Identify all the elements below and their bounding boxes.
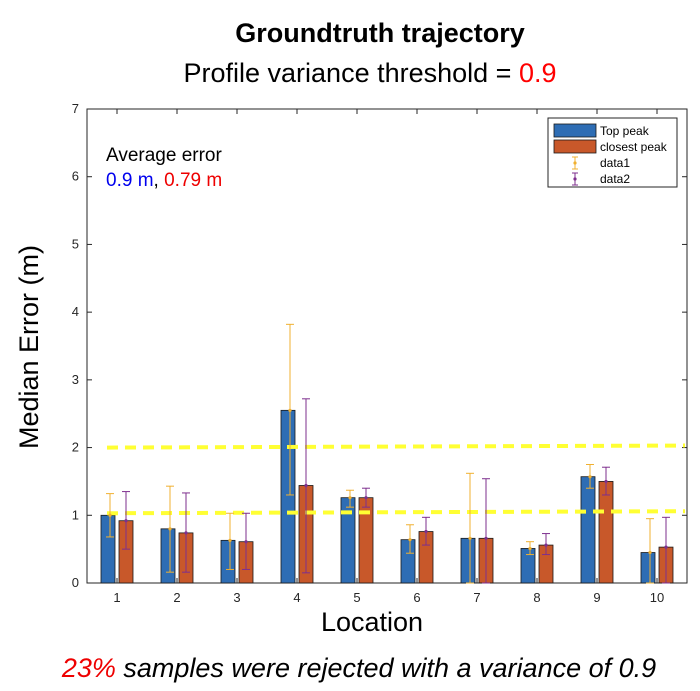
legend-errorbar-point [573,161,577,165]
x-tick-label: 4 [293,590,300,605]
bar [598,481,614,584]
legend-errorbar-point [573,177,577,181]
y-axis-label: Median Error (m) [14,245,44,449]
error-point [648,550,652,555]
subtitle-threshold-value: 0.9 [519,58,557,88]
error-point [484,536,488,540]
legend-label: closest peak [600,140,668,154]
reference-line [106,443,686,450]
plot-area: 0 1 2 3 4 5 6 7 1 2 3 4 5 6 7 8 9 10 Top peak closest peak d… [72,101,688,605]
legend-swatch [553,123,597,138]
bar [640,552,656,584]
average-error-closest-peak: 0.79 m [164,170,222,191]
error-point [604,479,608,484]
bar [280,409,296,584]
error-point [364,496,368,500]
legend-label: data2 [600,172,630,186]
legend-label: Top peak [600,124,650,138]
error-point [288,408,292,412]
bar [520,548,536,584]
bar [460,537,476,584]
x-tick-label: 7 [473,590,480,605]
y-tick-label: 5 [72,236,79,251]
y-tick-label: 6 [72,169,79,184]
x-tick-label: 3 [233,590,240,605]
average-error-top-peak: 0.9 m [106,170,154,191]
legend-label: data1 [600,156,630,170]
bar [580,476,596,584]
chart-subtitle: Profile variance threshold = 0.9 [184,58,557,88]
bar [220,539,236,584]
error-point [184,531,188,535]
x-axis-label: Location [321,607,423,637]
x-tick-label: 6 [413,590,420,605]
bar [160,528,176,584]
x-tick-label: 2 [173,590,180,605]
bar [340,497,356,584]
y-tick-label: 7 [72,101,79,116]
x-tick-label: 8 [533,590,540,605]
average-error-separator: , [154,170,165,191]
x-tick-label: 1 [113,590,120,605]
error-point [424,529,428,534]
error-point [228,538,232,542]
error-point [124,519,128,523]
rejection-text: samples were rejected with a variance of… [116,653,656,683]
y-tick-label: 2 [72,440,79,455]
legend-swatch [553,139,597,154]
error-point [244,540,248,544]
y-tick-label: 3 [72,372,79,387]
subtitle-prefix: Profile variance threshold = [184,58,519,88]
bar [400,539,416,584]
rejection-percent: 23% [61,653,116,683]
y-tick-label: 0 [72,575,79,590]
error-point [544,543,548,547]
y-tick-label: 1 [72,507,79,522]
average-error-label: Average error [106,145,222,166]
error-point [408,538,412,542]
error-point [168,527,172,531]
error-point [108,513,112,517]
error-point [348,496,352,500]
chart-title: Groundtruth trajectory [235,18,525,48]
rejection-footer: 23% samples were rejected with a varianc… [61,653,656,683]
error-point [528,546,532,551]
reference-line [106,509,686,516]
error-point [664,545,668,549]
error-point [304,483,308,488]
error-point [468,536,472,540]
x-tick-label: 5 [353,590,360,605]
bar [100,514,116,584]
y-tick-label: 4 [72,304,79,319]
error-point [588,475,592,479]
x-tick-label: 9 [593,590,600,605]
average-error-values: 0.9 m, 0.79 m [106,170,222,191]
x-tick-label: 10 [650,590,664,605]
